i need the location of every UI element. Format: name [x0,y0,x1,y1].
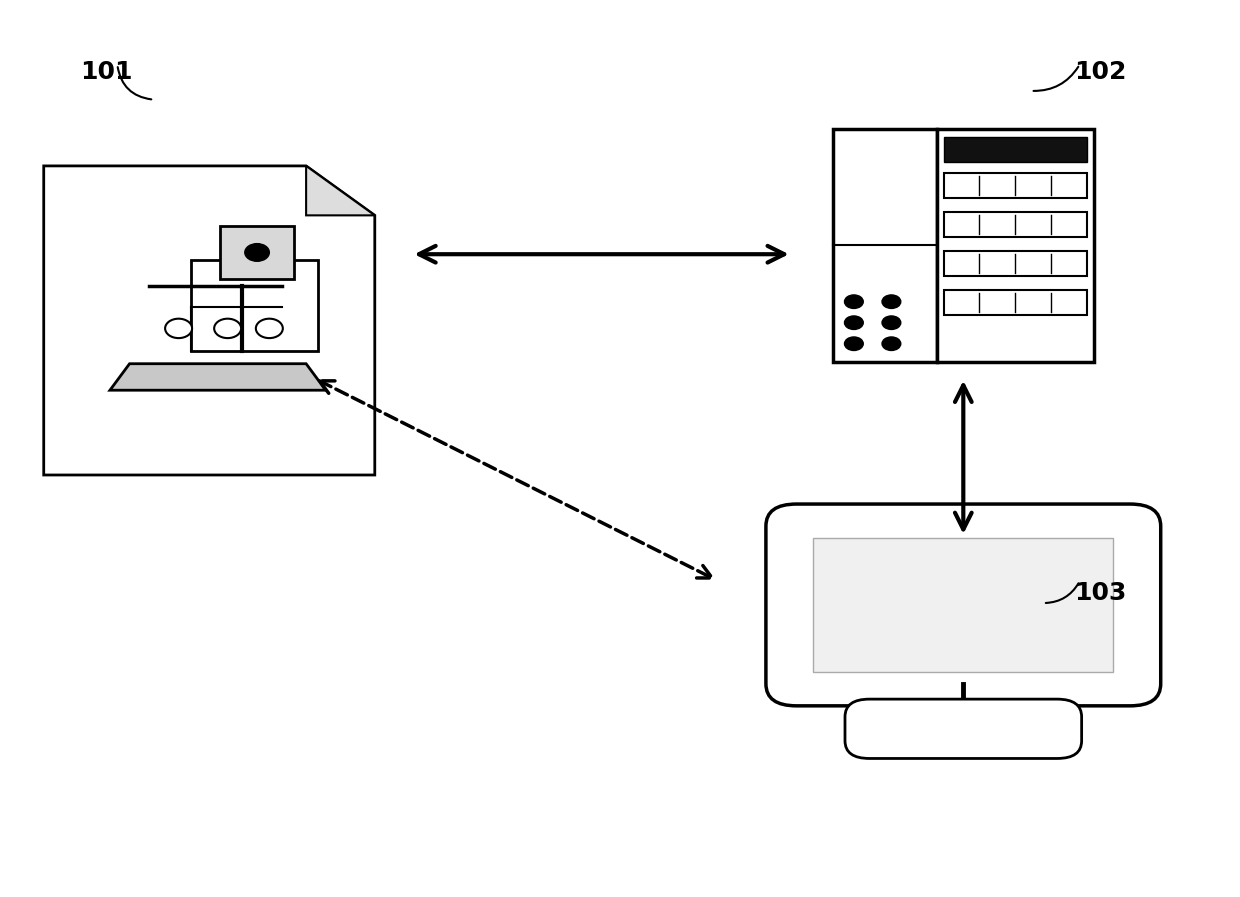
Circle shape [165,318,192,338]
Circle shape [844,295,863,309]
Circle shape [255,318,283,338]
FancyBboxPatch shape [766,504,1161,706]
FancyBboxPatch shape [844,699,1081,759]
Bar [944,212,1087,237]
Bar [944,136,1087,162]
Circle shape [882,295,900,309]
Bar [813,538,1114,672]
Bar [944,290,1087,315]
Polygon shape [110,363,326,390]
Bar [833,129,937,361]
Text: 101: 101 [81,60,133,84]
Text: 103: 103 [1074,581,1126,605]
Bar [937,129,1094,361]
Bar [944,172,1087,198]
Polygon shape [43,166,374,475]
Bar [191,259,319,352]
Circle shape [244,244,269,261]
Circle shape [882,337,900,351]
Text: 102: 102 [1074,60,1126,84]
Polygon shape [306,166,374,215]
Circle shape [215,318,241,338]
Bar [944,250,1087,276]
Circle shape [844,316,863,329]
Circle shape [844,337,863,351]
Bar [221,226,294,279]
Circle shape [882,316,900,329]
